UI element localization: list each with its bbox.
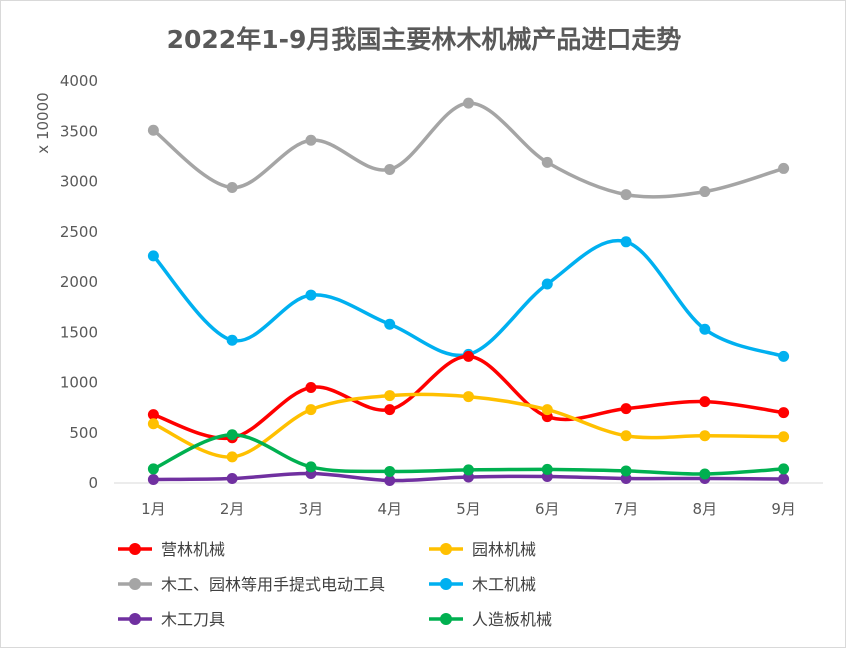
- x-tick-label: 2月: [220, 500, 245, 518]
- legend-item: 园林机械: [429, 540, 536, 559]
- data-point: [778, 162, 790, 174]
- data-point: [463, 350, 474, 362]
- y-axis-unit-label: x 10000: [34, 92, 52, 153]
- data-point: [384, 163, 396, 175]
- data-point: [147, 473, 159, 485]
- data-point: [147, 418, 159, 430]
- legend-swatch-marker: [129, 543, 141, 555]
- data-point: [384, 390, 396, 402]
- chart-title: 2022年1-9月我国主要林木机械产品进口走势: [167, 25, 682, 54]
- x-tick-label: 9月: [771, 500, 796, 518]
- data-point: [384, 318, 396, 330]
- legend-swatch-marker: [440, 543, 452, 555]
- data-point: [620, 465, 632, 477]
- series-layer: [147, 97, 790, 486]
- data-point: [699, 430, 711, 442]
- legend-swatch-marker: [129, 613, 141, 625]
- data-point: [541, 404, 553, 416]
- legend-label: 木工机械: [472, 575, 536, 594]
- data-point: [384, 465, 396, 477]
- series-2: [147, 390, 790, 463]
- y-tick-label: 3000: [60, 173, 98, 191]
- data-point: [778, 431, 790, 443]
- x-tick-label: 6月: [535, 500, 560, 518]
- data-point: [620, 236, 632, 248]
- data-point: [226, 182, 238, 194]
- legend-item: 营林机械: [118, 540, 225, 559]
- data-point: [305, 382, 317, 394]
- data-point: [620, 189, 632, 201]
- data-point: [699, 396, 711, 408]
- data-point: [463, 97, 474, 109]
- data-point: [226, 451, 238, 463]
- data-point: [463, 391, 474, 403]
- data-point: [226, 472, 238, 484]
- data-point: [541, 278, 553, 290]
- series-line: [151, 238, 786, 359]
- y-axis-ticks: 0 500 1000 1500 2000 2500 3000 3500 4000: [60, 72, 98, 492]
- x-axis-ticks: 1月 2月 3月 4月 5月 6月 7月 8月 9月: [141, 500, 796, 518]
- x-tick-label: 8月: [693, 500, 718, 518]
- data-point: [226, 429, 238, 441]
- legend-label: 木工、园林等用手提式电动工具: [161, 575, 385, 594]
- data-point: [463, 464, 474, 476]
- data-point: [384, 404, 396, 416]
- y-tick-label: 1500: [60, 323, 98, 341]
- data-point: [778, 407, 790, 419]
- data-point: [541, 156, 553, 168]
- x-tick-label: 1月: [141, 500, 166, 518]
- legend-label: 木工刀具: [161, 610, 225, 629]
- data-point: [620, 472, 632, 484]
- x-tick-label: 7月: [614, 500, 639, 518]
- data-point: [226, 334, 238, 346]
- data-point: [541, 463, 553, 475]
- legend-label: 营林机械: [161, 540, 225, 559]
- data-point: [147, 409, 159, 421]
- legend-label: 人造板机械: [472, 610, 552, 629]
- x-tick-label: 5月: [456, 500, 481, 518]
- data-point: [147, 463, 159, 475]
- legend-swatch-marker: [129, 578, 141, 590]
- y-tick-label: 1000: [60, 374, 98, 392]
- legend-label: 园林机械: [472, 540, 536, 559]
- data-point: [305, 461, 317, 473]
- y-tick-label: 500: [69, 424, 98, 442]
- data-point: [699, 323, 711, 335]
- legend-swatch-marker: [440, 578, 452, 590]
- y-tick-label: 2500: [60, 223, 98, 241]
- legend-item: 木工机械: [429, 575, 536, 594]
- data-point: [147, 250, 159, 262]
- data-point: [620, 430, 632, 442]
- data-point: [778, 463, 790, 475]
- data-point: [147, 124, 159, 136]
- data-point: [778, 350, 790, 362]
- y-tick-label: 4000: [60, 72, 98, 90]
- data-point: [778, 473, 790, 485]
- legend-item: 木工、园林等用手提式电动工具: [118, 575, 385, 594]
- data-point: [620, 403, 632, 415]
- data-point: [699, 186, 711, 198]
- series-line: [151, 101, 786, 199]
- series-4: [147, 236, 790, 362]
- data-point: [699, 468, 711, 480]
- y-tick-label: 2000: [60, 273, 98, 291]
- series-line: [151, 392, 786, 459]
- series-3: [147, 97, 790, 201]
- legend-item: 人造板机械: [429, 610, 552, 629]
- data-point: [305, 404, 317, 416]
- y-tick-label: 0: [88, 474, 98, 492]
- data-point: [305, 289, 317, 301]
- legend-item: 木工刀具: [118, 610, 225, 629]
- data-point: [384, 474, 396, 486]
- x-tick-label: 4月: [377, 500, 402, 518]
- legend-swatch-marker: [440, 613, 452, 625]
- series-6: [147, 429, 790, 480]
- x-tick-label: 3月: [299, 500, 324, 518]
- y-tick-label: 3500: [60, 122, 98, 140]
- data-point: [305, 134, 317, 146]
